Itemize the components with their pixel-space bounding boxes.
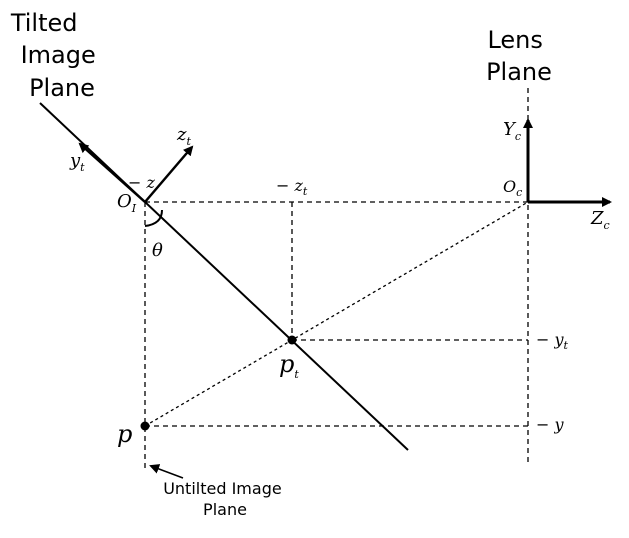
untilted-pointer-arrow <box>149 464 184 479</box>
p-label: p <box>117 420 132 448</box>
lens-plane-label: Lens Plane <box>486 26 552 86</box>
Yc-label: Yc <box>503 119 521 143</box>
point-pt <box>287 335 297 345</box>
zt-axis-arrow <box>144 145 194 203</box>
untilted-plane-label: Untilted Image Plane <box>163 479 287 519</box>
OI-label: OI <box>117 191 137 215</box>
neg-z-label: − z <box>128 173 155 192</box>
Oc-label: Oc <box>503 177 522 199</box>
neg-zt-label: − zt <box>276 176 308 198</box>
neg-yt-label: − yt <box>536 330 569 352</box>
Zc-label: Zc <box>590 208 610 232</box>
neg-y-label: − y <box>536 415 564 434</box>
tilted-image-plane-line <box>39 102 409 451</box>
pt-label: pt <box>279 350 299 381</box>
theta-label: θ <box>152 240 163 261</box>
yt-axis-arrow <box>78 142 146 203</box>
tilted-plane-label: Tilted Image Plane <box>10 9 104 102</box>
point-p <box>140 421 150 431</box>
zt-label: zt <box>176 124 191 148</box>
yt-label: yt <box>69 150 85 174</box>
ray-dotted <box>144 201 529 427</box>
theta-arc <box>144 209 163 227</box>
